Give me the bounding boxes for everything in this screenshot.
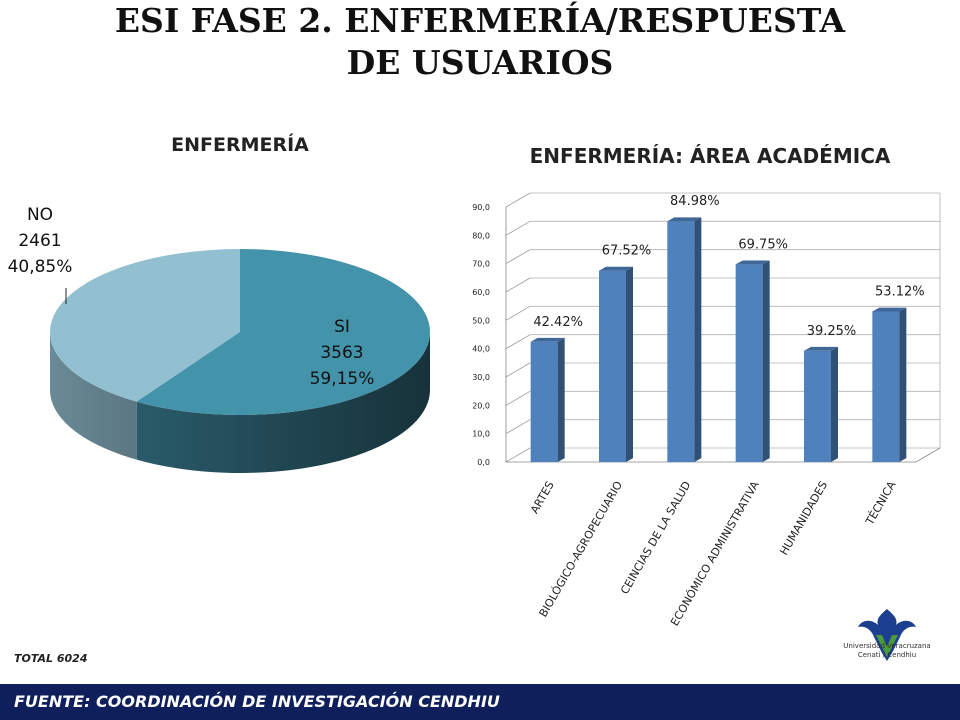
logo-caption: Universidad Veracruzana Cenati / Cendhiu bbox=[822, 642, 952, 660]
y-tick-label: 80,0 bbox=[472, 231, 490, 240]
bar-chart-title: ENFERMERÍA: ÁREA ACADÉMICA bbox=[529, 144, 891, 168]
slide-title: ESI FASE 2. ENFERMERÍA/RESPUESTA DE USUA… bbox=[0, 0, 960, 84]
pie-chart-title: ENFERMERÍA bbox=[171, 134, 309, 156]
footer-bar: FUENTE: COORDINACIÓN DE INVESTIGACIÓN CE… bbox=[0, 684, 960, 720]
x-category-label: TÉCNICA bbox=[863, 479, 899, 528]
bar-side bbox=[557, 337, 565, 462]
x-category-label: CEINCIAS DE LA SALUD bbox=[618, 479, 693, 597]
grid-depth-line bbox=[505, 220, 531, 236]
bar-5: 39.25% HUMANIDADES bbox=[777, 324, 856, 558]
bar-front bbox=[530, 341, 558, 462]
bar-side bbox=[899, 307, 907, 462]
pie-label-no-line-2: 2461 bbox=[18, 231, 61, 251]
bar-top bbox=[735, 260, 770, 265]
x-category-label: HUMANIDADES bbox=[777, 479, 830, 557]
grid-depth-line bbox=[505, 390, 531, 406]
pie-label-no-line-1: NO bbox=[27, 205, 53, 225]
logo-line-1: Universidad Veracruzana bbox=[843, 642, 931, 650]
slide-title-line-1: ESI FASE 2. ENFERMERÍA/RESPUESTA bbox=[114, 1, 846, 40]
logo-line-2: Cenati / Cendhiu bbox=[857, 651, 917, 659]
y-tick-label: 30,0 bbox=[472, 373, 490, 382]
bar-front bbox=[667, 221, 695, 462]
pie-slice-no-side bbox=[50, 332, 137, 460]
bar-side bbox=[626, 266, 633, 462]
bar-data-label: 42.42% bbox=[533, 315, 583, 330]
pie-label-si-line-1: SI bbox=[334, 317, 350, 337]
grid-depth-line bbox=[505, 447, 531, 463]
bar-data-label: 53.12% bbox=[875, 284, 925, 299]
bar-top bbox=[530, 337, 565, 342]
y-tick-label: 40,0 bbox=[472, 345, 490, 354]
pie-label-no-line-3: 40,85% bbox=[8, 257, 73, 277]
bar-6: 53.12% TÉCNICA bbox=[863, 284, 925, 527]
grid-depth-line bbox=[505, 419, 531, 435]
pie-slice-si-side bbox=[136, 332, 430, 473]
grid-depth-line bbox=[505, 192, 531, 208]
bar-top bbox=[599, 266, 633, 271]
bar-front bbox=[735, 264, 763, 462]
bar-top bbox=[872, 307, 907, 312]
grid-depth-line bbox=[505, 305, 531, 321]
bar-side bbox=[831, 346, 838, 462]
charts-canvas: SI 3563 59,15% NO 2461 40,85% 0,0 10,0 20,0 30,0 4… bbox=[8, 192, 941, 628]
bar-front bbox=[599, 270, 626, 462]
x-category-label: BIOLÓGICO-AGROPECUARIO bbox=[537, 479, 626, 620]
footer-source: FUENTE: COORDINACIÓN DE INVESTIGACIÓN CE… bbox=[14, 692, 500, 711]
y-tick-label: 90,0 bbox=[472, 203, 490, 212]
slide-title-line-2: DE USUARIOS bbox=[346, 43, 614, 82]
grid-depth-line bbox=[505, 334, 531, 350]
bar-data-label: 67.52% bbox=[602, 244, 652, 259]
bar-front bbox=[804, 350, 831, 462]
total-count: TOTAL 6024 bbox=[14, 652, 88, 665]
grid-depth-line bbox=[505, 277, 531, 293]
bar-data-label: 84.98% bbox=[670, 194, 720, 209]
bar-top bbox=[667, 217, 702, 222]
y-tick-label: 20,0 bbox=[472, 401, 490, 410]
floor-right-line bbox=[915, 447, 941, 463]
y-tick-label: 60,0 bbox=[472, 288, 490, 297]
bar-top bbox=[804, 346, 838, 351]
bar-grid: 0,0 10,0 20,0 30,0 40,0 50,0 60,0 70,0 80,0 90,0 bbox=[472, 192, 941, 467]
bar-1: 42.42% ARTES bbox=[528, 315, 583, 516]
bar-side bbox=[694, 217, 702, 462]
y-tick-label: 70,0 bbox=[472, 260, 490, 269]
y-tick-label: 10,0 bbox=[472, 430, 490, 439]
pie-label-si-line-2: 3563 bbox=[320, 343, 363, 363]
grid-depth-line bbox=[505, 362, 531, 378]
pie-slice-no bbox=[49, 249, 240, 402]
bar-side bbox=[762, 260, 770, 462]
pie-slice-si bbox=[136, 249, 430, 415]
grid-depth-line bbox=[505, 249, 531, 265]
bar-data-label: 39.25% bbox=[807, 324, 857, 339]
y-tick-label: 50,0 bbox=[472, 316, 490, 325]
bar-data-label: 69.75% bbox=[738, 237, 788, 252]
x-category-label: ARTES bbox=[528, 479, 557, 516]
bar-front bbox=[872, 311, 900, 462]
university-logo-icon bbox=[858, 609, 916, 661]
y-tick-label: 0,0 bbox=[477, 458, 490, 467]
pie-label-si-line-3: 59,15% bbox=[310, 369, 375, 389]
